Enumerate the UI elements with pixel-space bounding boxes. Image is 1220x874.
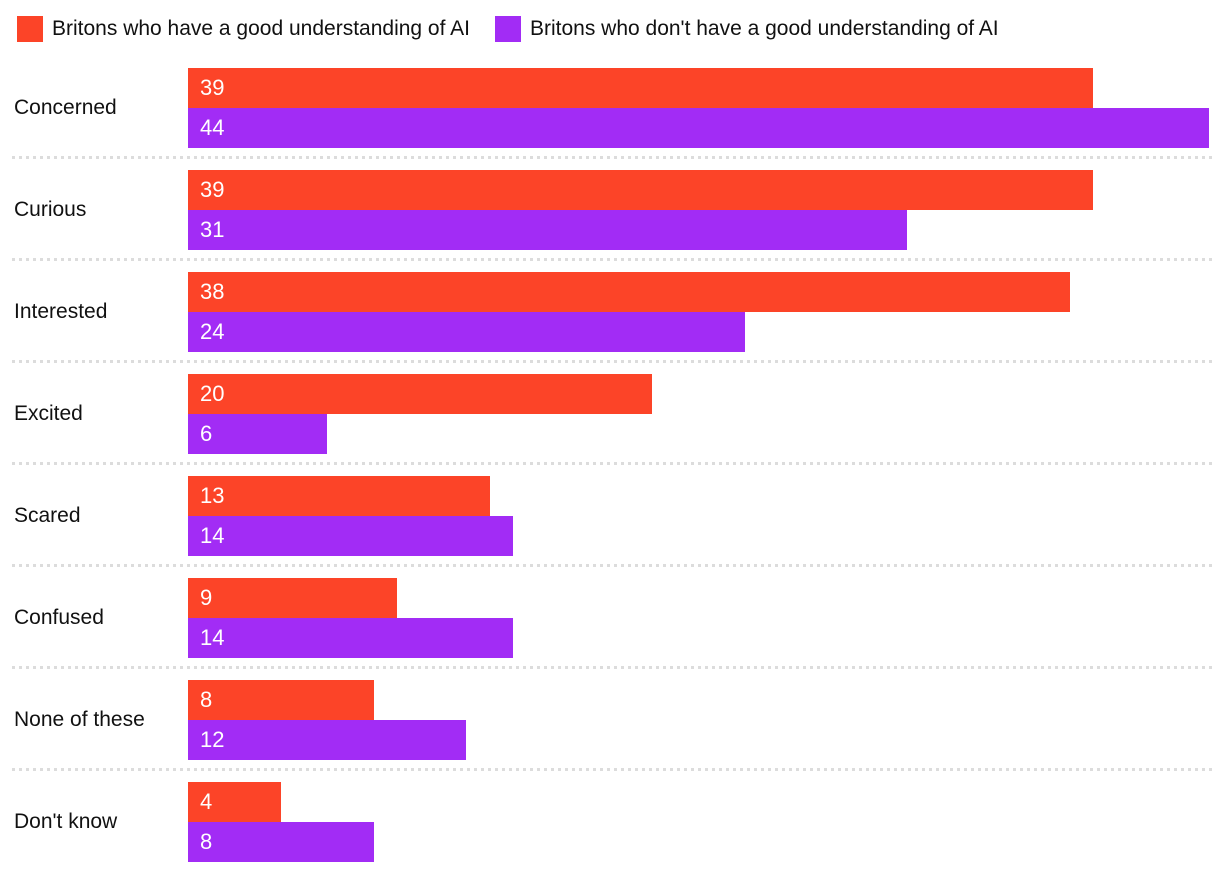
category-label: Don't know	[14, 810, 118, 833]
legend-item-good-understanding: Britons who have a good understanding of…	[17, 16, 470, 42]
legend-item-poor-understanding: Britons who don't have a good understand…	[494, 16, 999, 42]
category-label: Confused	[14, 606, 104, 629]
bar-group: 38 24	[188, 272, 1070, 352]
bar-value-label: 13	[200, 483, 225, 508]
legend-label-poor-understanding: Britons who don't have a good understand…	[529, 17, 999, 40]
chart-row: Excited 20 6	[0, 374, 1220, 476]
chart-row: Confused 9 14	[0, 578, 1220, 680]
bar-group: 13 14	[188, 476, 513, 556]
category-label: None of these	[14, 708, 145, 731]
chart-row: None of these 8 12	[0, 680, 1220, 782]
category-label: Curious	[14, 198, 87, 221]
legend-swatch-good-understanding	[17, 16, 43, 42]
row-separator	[12, 360, 1213, 363]
chart-row: Don't know 4 8	[0, 782, 1220, 862]
bar-group: 20 6	[188, 374, 652, 454]
bar-good-understanding: 38	[188, 272, 1070, 312]
legend-swatch-poor-understanding	[494, 16, 521, 42]
chart-row: Interested 38 24	[0, 272, 1220, 374]
bar-chart: Concerned 39 44 Curious 39 31	[0, 68, 1220, 862]
bar-value-label: 39	[200, 177, 225, 202]
bar-value-label: 12	[200, 727, 225, 752]
bar-value-label: 14	[200, 625, 225, 650]
bar-poor-understanding: 14	[188, 618, 513, 658]
bar-good-understanding: 39	[188, 68, 1093, 108]
bar-poor-understanding: 24	[188, 312, 745, 352]
bar-group: 39 31	[188, 170, 1093, 250]
row-separator	[12, 156, 1213, 159]
bar-value-label: 4	[200, 789, 213, 814]
bar-good-understanding: 4	[188, 782, 281, 822]
bar-value-label: 20	[200, 381, 225, 406]
bar-group: 4 8	[188, 782, 374, 862]
row-separator	[12, 462, 1213, 465]
bar-value-label: 39	[200, 75, 225, 100]
bar-value-label: 14	[200, 523, 225, 548]
bar-group: 9 14	[188, 578, 513, 658]
bar-poor-understanding: 8	[188, 822, 374, 862]
row-separator	[12, 564, 1213, 567]
bar-value-label: 8	[200, 687, 213, 712]
row-separator	[12, 258, 1213, 261]
category-label: Interested	[14, 300, 108, 323]
bar-value-label: 24	[200, 319, 225, 344]
bar-poor-understanding: 14	[188, 516, 513, 556]
category-label: Concerned	[14, 96, 117, 119]
bar-good-understanding: 20	[188, 374, 652, 414]
bar-value-label: 6	[200, 421, 213, 446]
bar-poor-understanding: 6	[188, 414, 327, 454]
row-separator	[12, 768, 1213, 771]
bar-good-understanding: 8	[188, 680, 374, 720]
bar-group: 8 12	[188, 680, 466, 760]
bar-value-label: 31	[200, 217, 225, 242]
row-separator	[12, 666, 1213, 669]
category-label: Scared	[14, 504, 81, 527]
chart-legend: Britons who have a good understanding of…	[0, 0, 1220, 42]
bar-value-label: 38	[200, 279, 225, 304]
bar-good-understanding: 39	[188, 170, 1093, 210]
bar-value-label: 9	[200, 585, 213, 610]
bar-poor-understanding: 12	[188, 720, 466, 760]
legend-label-good-understanding: Britons who have a good understanding of…	[52, 17, 470, 40]
bar-poor-understanding: 31	[188, 210, 907, 250]
category-label: Excited	[14, 402, 83, 425]
bar-group: 39 44	[188, 68, 1209, 148]
bar-value-label: 44	[200, 115, 225, 140]
chart-row: Curious 39 31	[0, 170, 1220, 272]
bar-good-understanding: 9	[188, 578, 397, 618]
chart-row: Concerned 39 44	[0, 68, 1220, 170]
bar-poor-understanding: 44	[188, 108, 1209, 148]
bar-good-understanding: 13	[188, 476, 490, 516]
chart-row: Scared 13 14	[0, 476, 1220, 578]
bar-value-label: 8	[200, 829, 213, 854]
